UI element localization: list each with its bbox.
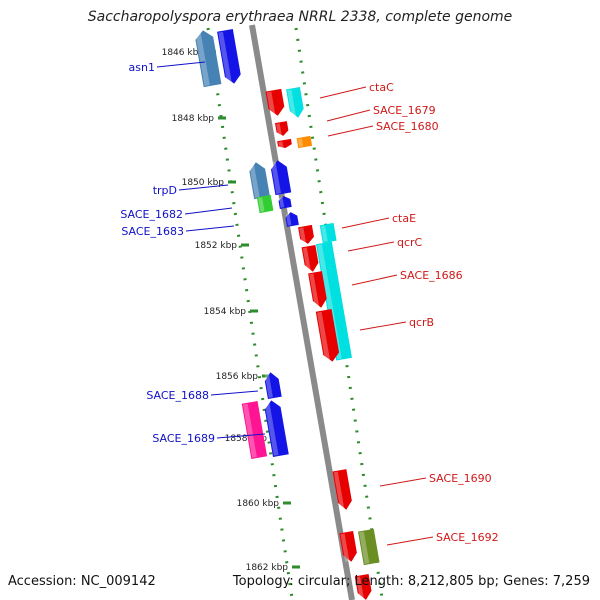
gene-asn1-b[interactable] [217, 29, 242, 85]
scale-label: 1846 kbp [162, 48, 205, 58]
gene-ctac[interactable] [265, 88, 285, 117]
gene-sace-1692[interactable] [339, 531, 358, 563]
scale-label: 1852 kbp [195, 241, 238, 251]
gene-sace-1682[interactable] [256, 194, 274, 214]
label-leader-line [351, 274, 398, 286]
scale-label: 1854 kbp [204, 307, 247, 317]
label-leader-line [347, 241, 395, 252]
gene-sace-1692-b[interactable] [357, 528, 380, 566]
label-leader-line [319, 86, 367, 99]
gene-label-qcrb: qcrB [409, 316, 434, 329]
scale-label: 1860 kbp [237, 499, 280, 509]
gene-sace-1679[interactable] [274, 121, 289, 137]
label-leader-line [326, 109, 371, 122]
gene-label-sace-1688: SACE_1688 [146, 389, 209, 402]
gene-ctae-b[interactable] [319, 222, 337, 244]
gene-label-asn1: asn1 [129, 61, 155, 74]
gene-trpd-b[interactable] [270, 159, 292, 196]
gene-ctae[interactable] [298, 224, 315, 245]
gene-label-ctac: ctaC [369, 81, 394, 94]
gene-sace-1689-b[interactable] [263, 399, 289, 457]
scale-label: 1856 kbp [216, 372, 259, 382]
label-leader-line [185, 225, 235, 232]
backbone-line [249, 24, 355, 600]
genome-summary-text: Topology: circular; Length: 8,212,805 bp… [232, 574, 590, 589]
gene-sace-1688[interactable] [263, 371, 282, 400]
gene-label-ctae: ctaE [392, 212, 416, 225]
gene-sace-1690[interactable] [332, 469, 354, 511]
label-leader-line [386, 536, 434, 546]
label-leader-line [156, 61, 206, 68]
label-leader-line [184, 207, 233, 215]
gene-sace-1686-b[interactable] [308, 271, 328, 309]
scale-label: 1862 kbp [246, 563, 289, 573]
gene-sace-1689[interactable] [241, 401, 268, 459]
backbone [249, 24, 355, 600]
gene-sace-1686[interactable] [316, 241, 352, 361]
gene-label-sace-1690: SACE_1690 [429, 472, 492, 485]
label-leader-line [341, 217, 390, 229]
gene-labels: asn1 ctaC SACE_1679 SACE_1680 trpD SACE_1682 S… [120, 61, 499, 546]
label-leader-line [379, 477, 427, 487]
gene-sace-1683[interactable] [285, 211, 299, 227]
label-leader-line [359, 321, 407, 331]
gene-label-sace-1683: SACE_1683 [121, 225, 184, 238]
gene-ctac-b[interactable] [286, 87, 305, 119]
genes[interactable] [194, 29, 380, 600]
label-leader-line [327, 125, 374, 137]
gene-sace-1680-b[interactable] [296, 135, 313, 149]
gene-bottom-gene[interactable] [354, 573, 373, 600]
label-leader-line [210, 390, 259, 396]
gene-qcrc[interactable] [301, 244, 320, 273]
scale-label: 1848 kbp [172, 114, 215, 124]
scale-label: 1850 kbp [182, 178, 225, 188]
gene-label-sace-1679: SACE_1679 [373, 104, 436, 117]
gene-label-trpd: trpD [153, 184, 177, 197]
label-leader-line [216, 433, 266, 439]
gene-sace-1680[interactable] [277, 138, 292, 149]
map-title: Saccharopolyspora erythraea NRRL 2338, c… [87, 9, 513, 25]
gene-asn1[interactable] [194, 29, 222, 88]
accession-text: Accession: NC_009142 [8, 574, 156, 589]
scale-label: 1858 kbp [225, 434, 268, 444]
gene-label-qcrc: qcrC [397, 236, 423, 249]
gene-trpd[interactable] [248, 161, 270, 200]
gene-label-sace-1692: SACE_1692 [436, 531, 499, 544]
gene-label-sace-1689: SACE_1689 [152, 432, 215, 445]
gene-label-sace-1682: SACE_1682 [120, 208, 183, 221]
label-leader-line [178, 184, 229, 191]
gene-qcrb[interactable] [315, 309, 341, 363]
gene-label-sace-1680: SACE_1680 [376, 120, 439, 133]
gene-label-sace-1686: SACE_1686 [400, 269, 463, 282]
gene-sace-1682-b[interactable] [278, 195, 292, 209]
